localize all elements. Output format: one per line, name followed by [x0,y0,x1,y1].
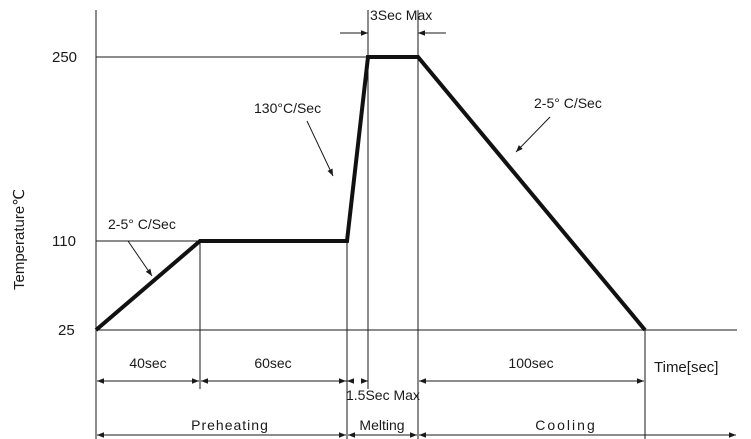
label-ramp-time: 1.5Sec Max [346,387,420,403]
phase-preheating: Preheating [191,417,269,433]
y-axis-label: Temperature℃ [11,189,28,290]
y-tick-25: 25 [58,322,75,339]
y-tick-250: 250 [52,49,77,66]
annotation-peak-hold: 3Sec Max [370,7,432,23]
annotation-preheat-slope: 2-5° C/Sec [108,216,176,232]
phase-melting: Melting [359,417,404,433]
annotation-cool-slope: 2-5° C/Sec [534,95,602,111]
label-100sec: 100sec [508,355,553,371]
label-60sec: 60sec [254,355,291,371]
profile-curve [94,55,647,332]
annotation-ramp-slope: 130°C/Sec [254,100,321,116]
y-tick-110: 110 [52,233,76,250]
arrow-preheat-slope [127,240,153,277]
phase-cooling: Cooling [535,417,596,433]
arrow-ramp-slope [306,120,334,177]
arrow-cool-slope [515,116,551,153]
label-40sec: 40sec [129,355,166,371]
x-axis-label: Time[sec] [654,359,718,376]
